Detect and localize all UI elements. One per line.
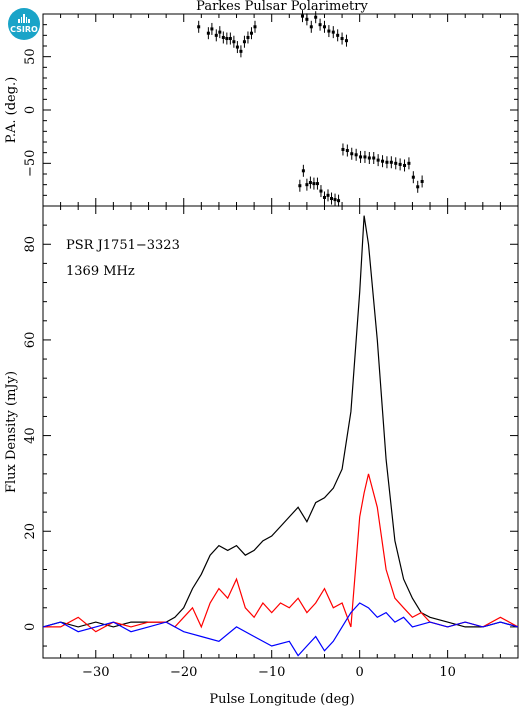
- y-tick-label: 0: [23, 106, 38, 114]
- flux-panel: 0 20 40 60 80 −30 −20 −10 0 10 PSR J1751−3323 13…: [23, 205, 519, 680]
- pa-point: [235, 45, 239, 49]
- pa-point: [330, 197, 334, 201]
- pa-point: [305, 17, 309, 21]
- total-intensity-line: [42, 215, 519, 628]
- y-tick-label: 50: [23, 48, 38, 65]
- pa-point: [327, 29, 331, 33]
- chart-title: Parkes Pulsar Polarimetry: [196, 0, 368, 14]
- pa-point: [206, 31, 210, 35]
- pa-point: [363, 155, 367, 159]
- pa-point: [337, 199, 341, 203]
- x-tick-label: −10: [258, 665, 285, 680]
- pa-point: [376, 158, 380, 162]
- pa-point: [322, 195, 326, 199]
- y-tick-label: 20: [23, 523, 38, 540]
- pa-point: [416, 185, 420, 189]
- pa-point: [403, 163, 407, 167]
- pa-point: [225, 37, 229, 41]
- y-tick-label: −50: [23, 150, 38, 177]
- pa-point: [249, 31, 253, 35]
- pa-axis-label: P.A. (deg.): [4, 77, 19, 144]
- pa-point: [359, 155, 363, 159]
- x-tick-label: 0: [356, 665, 364, 680]
- pa-point: [331, 30, 335, 34]
- pa-point: [333, 198, 337, 202]
- frequency-annotation: 1369 MHz: [66, 264, 135, 279]
- pa-point: [232, 40, 236, 44]
- pa-point: [340, 37, 344, 41]
- pa-point: [367, 156, 371, 160]
- x-tick-label: −20: [170, 665, 197, 680]
- pa-point: [242, 40, 246, 44]
- circular-polarization-line: [42, 602, 519, 657]
- pa-point: [218, 30, 222, 34]
- pa-point: [300, 14, 304, 18]
- pa-point: [315, 182, 319, 186]
- pa-point: [298, 184, 302, 188]
- pa-point: [407, 161, 411, 165]
- pa-point: [221, 35, 225, 39]
- pa-point: [228, 37, 232, 41]
- pa-point: [385, 160, 389, 164]
- pa-point: [326, 193, 330, 197]
- pa-point: [344, 39, 348, 43]
- pa-point: [305, 183, 309, 187]
- y-tick-label: 60: [23, 332, 38, 349]
- pa-point: [308, 181, 312, 185]
- csiro-logo: CSIRO: [8, 8, 40, 40]
- y-tick-label: 80: [23, 236, 38, 253]
- pa-point: [319, 189, 323, 193]
- pa-point: [301, 169, 305, 173]
- pa-point: [354, 153, 358, 157]
- pa-point: [318, 23, 322, 27]
- pa-point: [372, 156, 376, 160]
- pa-point: [322, 25, 326, 29]
- x-tick-label: 10: [439, 665, 456, 680]
- pa-point: [309, 25, 313, 29]
- y-tick-label: 0: [23, 623, 38, 631]
- pa-point: [314, 15, 318, 19]
- pa-point: [341, 147, 345, 151]
- logo-bars-icon: [18, 14, 30, 23]
- pa-point: [312, 182, 316, 186]
- logo-text: CSIRO: [10, 25, 38, 34]
- linear-polarization-line: [43, 473, 519, 633]
- pa-point: [398, 162, 402, 166]
- pulsar-name-annotation: PSR J1751−3323: [66, 238, 180, 253]
- x-tick-label: −30: [82, 665, 109, 680]
- pa-panel: −50 0 50: [23, 10, 519, 207]
- pa-point: [197, 25, 201, 29]
- pa-point: [394, 161, 398, 165]
- pa-point: [389, 160, 393, 164]
- pa-point: [381, 159, 385, 163]
- pa-point: [253, 25, 257, 29]
- pa-point: [214, 33, 218, 37]
- pa-point: [239, 49, 243, 53]
- pa-point: [420, 179, 424, 183]
- pa-point: [246, 35, 250, 39]
- y-tick-label: 40: [23, 427, 38, 444]
- pa-point: [411, 175, 415, 179]
- pa-point: [336, 33, 340, 37]
- flux-axis-label: Flux Density (mJy): [4, 371, 19, 493]
- x-axis-label: Pulse Longitude (deg): [209, 692, 354, 707]
- pa-point: [345, 149, 349, 153]
- pa-point: [350, 152, 354, 156]
- pa-point: [210, 27, 214, 31]
